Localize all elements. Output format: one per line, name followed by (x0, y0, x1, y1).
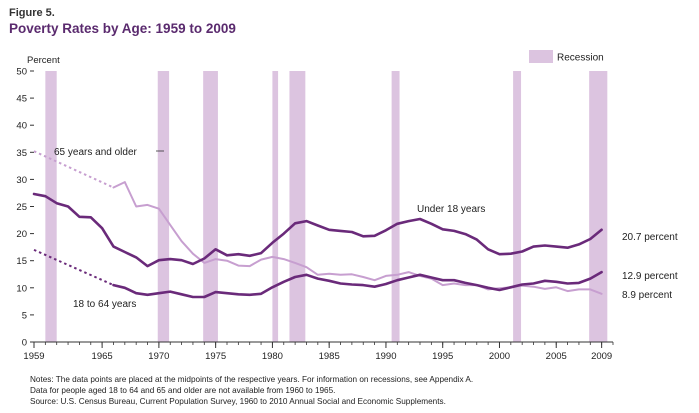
y-tick-label: 35 (16, 148, 27, 159)
x-tick-label: 1965 (92, 351, 113, 362)
recession-band (589, 71, 608, 342)
labels: Percent Recession Under 18 years 18 to 6… (27, 50, 678, 310)
y-tick-label: 15 (16, 256, 27, 267)
x-tick-label: 2009 (591, 351, 612, 362)
series-line-18-64-dashed (33, 248, 114, 287)
series-label-65-older: 65 years and older (54, 147, 138, 158)
y-tick-label: 50 (16, 67, 27, 78)
recession-band (272, 71, 279, 342)
x-tick-label: 2005 (546, 351, 567, 362)
y-tick-label: 10 (16, 283, 27, 294)
end-label-65-older: 8.9 percent (622, 290, 672, 301)
recession-bands (45, 71, 608, 342)
x-tick-label: 1985 (319, 351, 340, 362)
series-lines (32, 150, 603, 299)
y-tick-label: 20 (16, 229, 27, 240)
y-tick-label: 40 (16, 121, 27, 132)
y-tick-label: 45 (16, 94, 27, 105)
x-tick-label: 1995 (432, 351, 453, 362)
series-line-65-older-dashed (33, 150, 114, 189)
y-tick-label: 5 (22, 310, 27, 321)
y-axis-label: Percent (27, 55, 60, 66)
chart-title: Poverty Rates by Age: 1959 to 2009 (9, 21, 236, 36)
recession-legend-label: Recession (557, 53, 604, 64)
series-line-65-older (112, 181, 603, 295)
recession-band (203, 71, 218, 342)
recession-band (289, 71, 306, 342)
note-line: Data for people aged 18 to 64 and 65 and… (30, 386, 336, 395)
series-label-18-64: 18 to 64 years (73, 299, 136, 310)
recession-band (391, 71, 400, 342)
x-tick-label: 1980 (262, 351, 283, 362)
x-tick-label: 1970 (148, 351, 169, 362)
x-tick-label: 1990 (375, 351, 396, 362)
recession-band (45, 71, 57, 342)
x-tick-label: 1959 (23, 351, 44, 362)
y-tick-label: 25 (16, 202, 27, 213)
series-line-under-18 (32, 192, 603, 268)
y-tick-label: 30 (16, 175, 27, 186)
source-line: Source: U.S. Census Bureau, Current Popu… (30, 397, 446, 406)
y-tick-label: 0 (22, 338, 27, 349)
series-line-18-64 (112, 270, 603, 299)
figure-label: Figure 5. (9, 7, 55, 19)
axes: 0 5 10 15 20 25 30 35 40 45 50 1959 1965 1970 1975 1980… (16, 67, 614, 362)
recession-band (513, 71, 522, 342)
chart-notes: Notes: The data points are placed at the… (30, 374, 695, 407)
poverty-chart: 0 5 10 15 20 25 30 35 40 45 50 1959 1965 1970 1975 1980… (16, 50, 678, 362)
recession-legend-swatch (529, 50, 553, 63)
x-tick-label: 1975 (205, 351, 226, 362)
note-line: Notes: The data points are placed at the… (30, 375, 474, 384)
end-label-under-18: 20.7 percent (622, 232, 678, 243)
recession-band (157, 71, 170, 342)
end-label-18-64: 12.9 percent (622, 271, 678, 282)
series-label-under-18: Under 18 years (417, 204, 485, 215)
x-tick-label: 2000 (489, 351, 510, 362)
